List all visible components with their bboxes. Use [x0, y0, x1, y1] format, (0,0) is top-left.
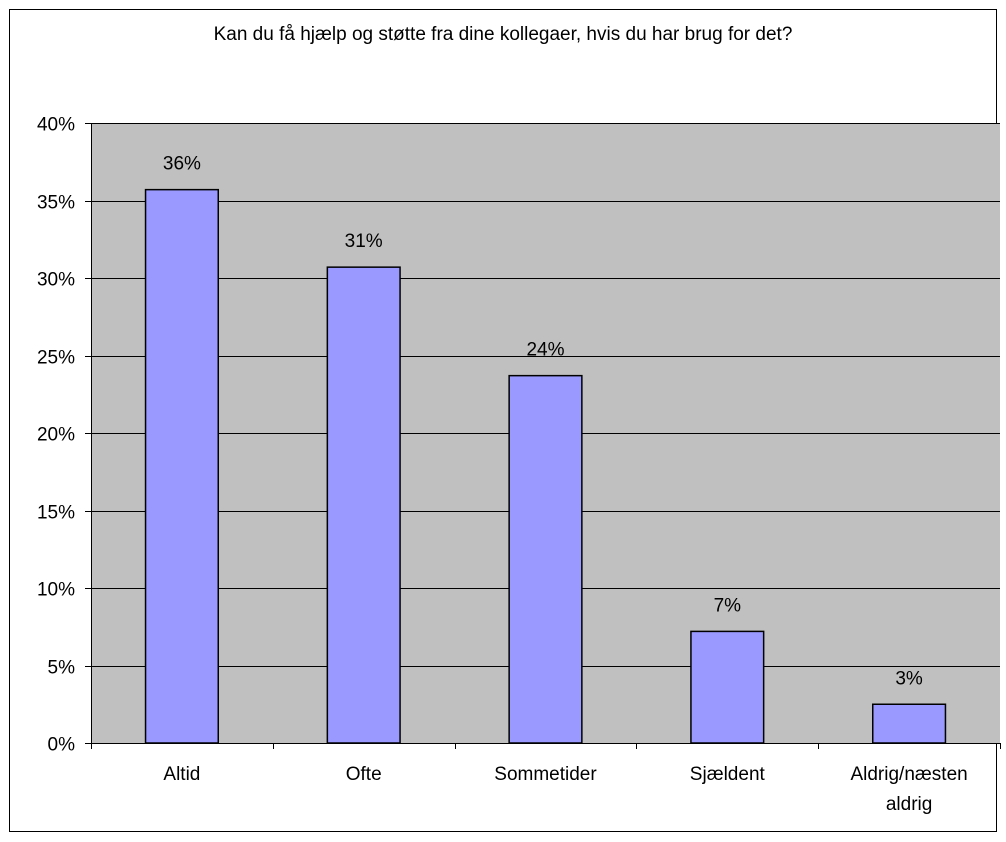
- y-tick-label: 15%: [37, 503, 75, 524]
- x-tick-label: Aldrig/næsten aldrig: [850, 764, 967, 815]
- x-tick-label: Sjældent: [690, 764, 766, 785]
- bar: [508, 374, 583, 744]
- axes: [85, 123, 1001, 749]
- bars: [144, 188, 947, 744]
- y-tick-label: 40%: [37, 115, 75, 136]
- y-tick-label: 25%: [37, 348, 75, 369]
- x-tick-label: Altid: [163, 764, 200, 785]
- y-tick-label: 0%: [48, 735, 76, 756]
- bar: [144, 188, 220, 744]
- chart-title: Kan du få hjælp og støtte fra dine kolle…: [213, 24, 793, 45]
- y-tick-label: 5%: [48, 658, 76, 679]
- data-label: 3%: [895, 668, 923, 689]
- x-tick-label: Sommetider: [494, 764, 597, 785]
- bar: [690, 630, 765, 744]
- labels: 36% 31% 24% 7% 3% 0% 5% 10% 15% 20% 25% 30% 35% 40% Al…: [37, 115, 968, 816]
- y-tick-label: 20%: [37, 425, 75, 446]
- data-label: 36%: [163, 154, 201, 175]
- bar: [326, 266, 401, 744]
- data-label: 24%: [526, 340, 564, 361]
- y-tick-label: 30%: [37, 270, 75, 291]
- x-tick-label: Ofte: [346, 764, 382, 785]
- y-tick-label: 35%: [37, 193, 75, 214]
- data-label: 7%: [714, 595, 742, 616]
- y-tick-label: 10%: [37, 580, 75, 601]
- bar: [871, 703, 947, 744]
- data-label: 31%: [345, 231, 383, 252]
